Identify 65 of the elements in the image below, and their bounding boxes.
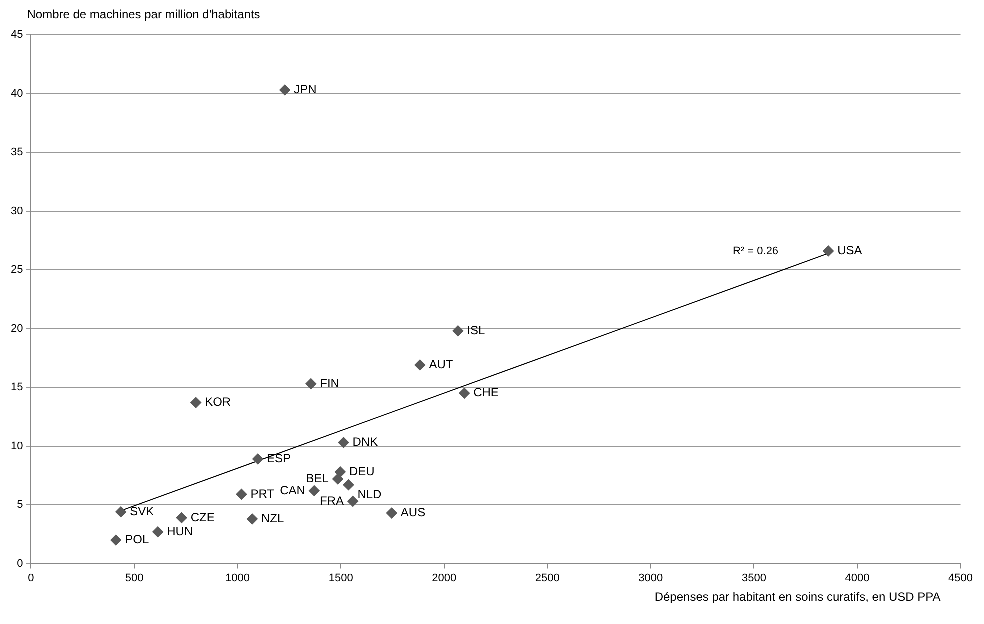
y-tick-label: 30 [10,205,24,218]
annotation: DNK [352,435,378,450]
x-tick-label: 2000 [432,572,457,584]
annotation: SVK [130,504,154,518]
x-tick-label: 3000 [638,572,664,584]
annotation: JPN [294,82,317,97]
annotation: AUS [400,506,426,520]
annotation: USA [838,244,862,258]
annotation: KOR [205,395,232,410]
y-tick-label: 45 [10,29,24,42]
y-tick-label: 20 [10,322,24,335]
annotation: ESP [267,452,292,466]
point [110,534,122,546]
y-tick-label: 5 [17,499,24,512]
point [348,496,359,508]
annotation: ISL [467,323,486,338]
annotation: NZL [261,511,284,526]
y-tick-label: 40 [10,88,24,100]
point [343,480,354,491]
point [308,485,320,496]
x-tick-label: 4500 [948,572,974,584]
point [116,506,127,518]
point [414,360,426,371]
x-tick-label: 3500 [742,572,766,584]
annotation: DEU [349,464,375,478]
point [306,378,317,390]
annotation: AUT [429,358,454,372]
annotation: BEL [306,472,330,486]
annotation: CAN [280,483,306,498]
y-tick-label: 0 [17,558,24,570]
point [332,474,344,485]
annotation: POL [125,532,150,547]
annotation: PRT [250,486,276,501]
x-tick-label: 500 [125,572,144,584]
y-tick-label: 10 [10,440,24,452]
y-tick-label: 35 [10,146,24,159]
point [823,246,834,257]
y-tick-label: 25 [10,264,24,276]
point [252,454,264,465]
annotation: FRA [320,494,344,508]
point [452,326,464,337]
point [176,512,188,524]
y-tick-label: 15 [10,382,24,394]
point [246,514,258,525]
point [236,488,248,500]
x-tick-label: 1500 [328,572,354,584]
x-tick-label: 0 [28,572,34,584]
point [190,397,202,408]
point [338,437,350,448]
annotation: HUN [167,524,194,538]
point [334,466,346,478]
point [280,84,291,96]
annotation: FIN [320,376,340,390]
y-axis-title: Nombre de machines par million d'habitants [27,7,260,22]
annotation: CHE [474,386,499,400]
point [459,388,470,399]
annotation: CZE [190,510,215,524]
annotation: R² = 0.26 [733,246,779,258]
x-tick-label: 4000 [845,572,870,584]
x-tick-label: 1000 [226,572,250,584]
x-axis-title: Dépenses par habitant en soins curatifs, en USD PPA [654,590,941,604]
annotation: NLD [358,487,382,502]
point [386,508,398,519]
point [152,526,164,538]
x-tick-label: 2500 [535,572,560,584]
